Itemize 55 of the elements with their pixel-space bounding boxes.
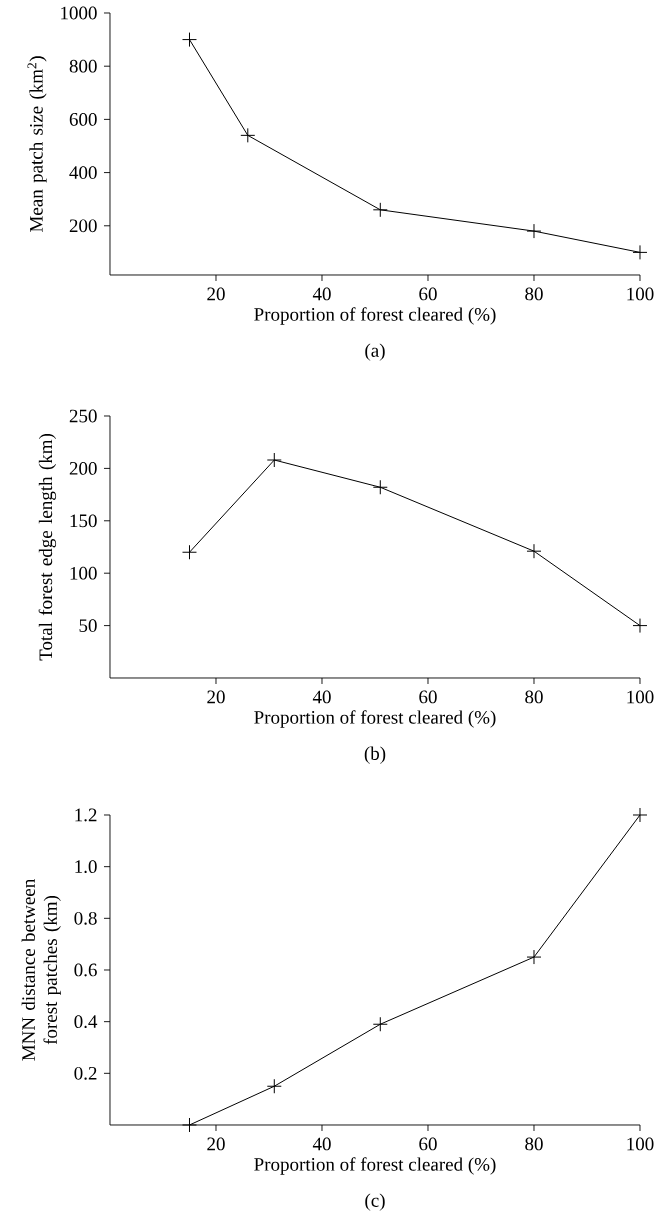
x-tick-label: 20	[207, 287, 225, 301]
point	[372, 479, 388, 495]
point	[632, 807, 648, 823]
y-tick-label: 1.2	[75, 808, 97, 822]
y-axis-title: Total forest edge length (km)	[38, 433, 57, 661]
text: (a)	[365, 343, 385, 361]
point	[182, 544, 197, 560]
y-tick-label: 0.6	[74, 963, 97, 977]
point	[526, 949, 542, 965]
y-tick-label: 800	[69, 59, 97, 73]
point	[632, 244, 648, 260]
point	[266, 1078, 282, 1094]
x-tick-label: 20	[207, 690, 225, 704]
x-tick-label: 60	[419, 287, 437, 301]
point	[240, 127, 256, 143]
x-tick-label: 60	[419, 690, 437, 704]
y-tick-label: 1000	[61, 6, 97, 20]
y-axis-title: MNN distance between forest patches (km)	[21, 879, 61, 1061]
x-tick-label: 40	[312, 690, 331, 704]
point	[372, 202, 388, 218]
point	[526, 223, 542, 239]
x-tick-label: 40	[312, 1137, 331, 1151]
text: (b)	[364, 746, 386, 764]
x-axis-title: Proportion of forest cleared (%)	[254, 307, 496, 325]
y-tick-label: 0.4	[74, 1015, 98, 1029]
x-tick-label: 40	[312, 287, 331, 301]
point	[182, 1117, 197, 1133]
x-tick-label: 80	[525, 287, 543, 301]
x-tick-label: 80	[525, 690, 543, 704]
y-tick-label: 100	[70, 566, 97, 580]
y-tick-label: 200	[69, 462, 97, 475]
y-tick-label: 200	[69, 219, 97, 233]
y-tick-label: 1.0	[75, 860, 97, 874]
point	[632, 618, 648, 634]
point	[182, 32, 197, 48]
x-tick-label: 80	[525, 1137, 543, 1151]
y-tick-label: 150	[70, 514, 97, 528]
text: (c)	[365, 1193, 385, 1211]
y-tick-label: 0.2	[74, 1066, 97, 1080]
x-tick-label: 100	[627, 287, 654, 301]
point	[266, 452, 282, 468]
point	[526, 543, 542, 559]
y-tick-label: 250	[69, 409, 97, 423]
x-tick-label: 100	[627, 1137, 654, 1151]
y-tick-label: 600	[69, 112, 97, 126]
y-tick-label: 0.8	[74, 911, 97, 925]
x-tick-label: 60	[419, 1137, 437, 1151]
x-axis-title: Proportion of forest cleared (%)	[254, 1157, 496, 1175]
x-axis-title: Proportion of forest cleared (%)	[254, 710, 496, 728]
y-tick-label: 50	[79, 619, 97, 633]
y-axis-title: Mean patch size (km$^{2}$)	[27, 56, 47, 232]
x-tick-label: 20	[207, 1137, 225, 1151]
point	[372, 1016, 388, 1032]
x-tick-label: 100	[627, 690, 654, 704]
y-tick-label: 400	[69, 166, 97, 179]
